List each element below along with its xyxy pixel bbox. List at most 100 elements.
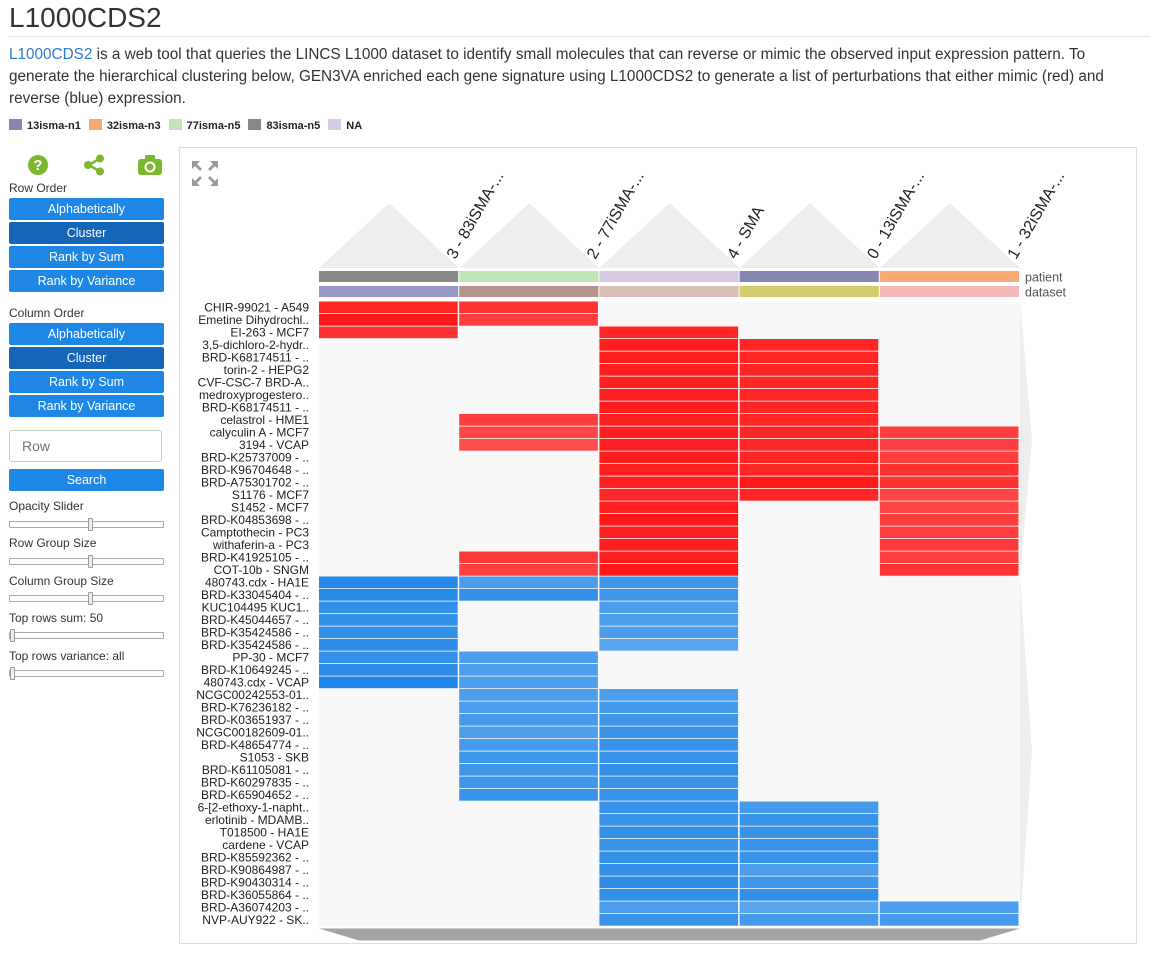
row-label[interactable]: S1452 - MCF7 [231,501,309,515]
heatmap-cell-empty[interactable] [739,764,879,776]
heatmap-cell-empty[interactable] [739,626,879,639]
heatmap-cell-empty[interactable] [319,501,458,514]
row-label[interactable]: PP-30 - MCF7 [232,651,309,665]
heatmap-cell-empty[interactable] [319,339,458,351]
row-label[interactable]: NCGC00242553-01.. [196,688,309,702]
heatmap-cell-empty[interactable] [459,376,598,389]
heatmap-cell-empty[interactable] [459,801,598,814]
heatmap-cell-empty[interactable] [319,714,458,726]
heatmap-cell-empty[interactable] [319,864,458,876]
heatmap-cell-empty[interactable] [319,451,458,464]
heatmap-cell-empty[interactable] [739,501,879,514]
heatmap-cell[interactable] [599,789,739,801]
heatmap-cell-empty[interactable] [319,839,458,851]
heatmap-cell[interactable] [599,864,739,876]
heatmap-cell[interactable] [459,664,598,676]
expand-icon[interactable] [192,161,202,171]
row-label[interactable]: Emetine Dihydrochl.. [198,313,309,327]
heatmap-cell-empty[interactable] [599,651,739,664]
heatmap-cell-empty[interactable] [879,751,1019,764]
heatmap-cell[interactable] [739,451,879,464]
heatmap-cell[interactable] [879,551,1019,564]
heatmap-cell-empty[interactable] [319,901,458,914]
heatmap-cell-empty[interactable] [739,539,879,551]
heatmap-cell[interactable] [599,839,739,851]
heatmap-cell-empty[interactable] [879,639,1019,651]
row-label[interactable]: CVF-CSC-7 BRD-A.. [198,376,309,390]
expand-icon-part[interactable] [208,176,218,186]
row-label[interactable]: S1053 - SKB [240,751,309,765]
heatmap-cell-empty[interactable] [319,476,458,489]
row-label[interactable]: T018500 - HA1E [220,826,309,840]
heatmap-cell[interactable] [879,914,1019,926]
heatmap-cell-empty[interactable] [319,351,458,364]
top-rows-variance-handle[interactable] [10,667,15,680]
row-label[interactable]: KUC104495 KUC1.. [202,601,309,615]
row-label[interactable]: CHIR-99021 - A549 [204,301,309,315]
heatmap-cell[interactable] [879,501,1019,514]
heatmap-cell-empty[interactable] [319,514,458,526]
heatmap-cell[interactable] [319,639,458,651]
heatmap-cell-empty[interactable] [739,689,879,701]
heatmap-cell[interactable] [319,314,458,326]
heatmap-cell-empty[interactable] [879,401,1019,414]
row-label[interactable]: BRD-K61105081 - .. [202,763,309,777]
expand-icon-part[interactable] [208,161,218,171]
heatmap-cell[interactable] [599,726,739,739]
heatmap-cell[interactable] [599,814,739,826]
heatmap-cell-empty[interactable] [599,314,739,326]
heatmap-cell-empty[interactable] [319,914,458,926]
heatmap-cell[interactable] [739,439,879,451]
row-label[interactable]: BRD-K10649245 - .. [201,663,309,677]
heatmap-cell[interactable] [319,576,458,589]
heatmap-cell[interactable] [879,514,1019,526]
heatmap-cell[interactable] [459,301,598,314]
heatmap-cell[interactable] [599,889,739,901]
heatmap-cell-empty[interactable] [319,776,458,789]
heatmap-cell-empty[interactable] [459,364,598,376]
row-label[interactable]: BRD-K25737009 - .. [201,451,309,465]
row-label[interactable]: Camptothecin - PC3 [201,526,309,540]
heatmap-cell[interactable] [599,351,739,364]
heatmap-cell-empty[interactable] [459,639,598,651]
heatmap-cell-empty[interactable] [879,651,1019,664]
row-label[interactable]: 6-[2-ethoxy-1-napht.. [198,801,309,815]
heatmap-cell[interactable] [879,539,1019,551]
heatmap-cell-empty[interactable] [739,614,879,626]
heatmap-cell-empty[interactable] [319,439,458,451]
heatmap-cell-empty[interactable] [459,851,598,864]
heatmap-cell-empty[interactable] [739,314,879,326]
heatmap-cell-empty[interactable] [319,551,458,564]
heatmap-cell[interactable] [459,776,598,789]
heatmap-cell-empty[interactable] [459,614,598,626]
heatmap-cell[interactable] [599,464,739,476]
row-label[interactable]: BRD-K36055864 - .. [201,888,309,902]
heatmap-cell-empty[interactable] [319,889,458,901]
heatmap-cell[interactable] [879,489,1019,501]
row-label[interactable]: BRD-K68174511 - .. [202,401,309,415]
camera-icon[interactable] [137,152,163,178]
heatmap-cell-empty[interactable] [319,389,458,401]
heatmap-cell[interactable] [599,426,739,439]
heatmap-cell-empty[interactable] [739,789,879,801]
row-label[interactable]: BRD-K45044657 - .. [201,613,309,627]
heatmap-cell[interactable] [459,701,598,714]
row-label[interactable]: BRD-K35424586 - .. [201,638,309,652]
heatmap-cell[interactable] [599,339,739,351]
heatmap-cell-empty[interactable] [739,664,879,676]
row-search-input[interactable] [9,430,162,462]
heatmap-cell[interactable] [739,801,879,814]
row-label[interactable]: COT-10b - SNGM [214,563,309,577]
heatmap-cell[interactable] [459,589,598,601]
heatmap-cell[interactable] [459,414,598,426]
heatmap-cell-empty[interactable] [459,501,598,514]
row-label[interactable]: NCGC00182609-01.. [196,726,309,740]
heatmap-cell-empty[interactable] [879,726,1019,739]
opacity-slider[interactable] [9,518,164,531]
heatmap-cell[interactable] [459,714,598,726]
heatmap-cell-empty[interactable] [879,864,1019,876]
heatmap-cell-empty[interactable] [319,814,458,826]
heatmap-cell[interactable] [599,439,739,451]
heatmap-cell-empty[interactable] [319,764,458,776]
heatmap-cell-empty[interactable] [879,776,1019,789]
